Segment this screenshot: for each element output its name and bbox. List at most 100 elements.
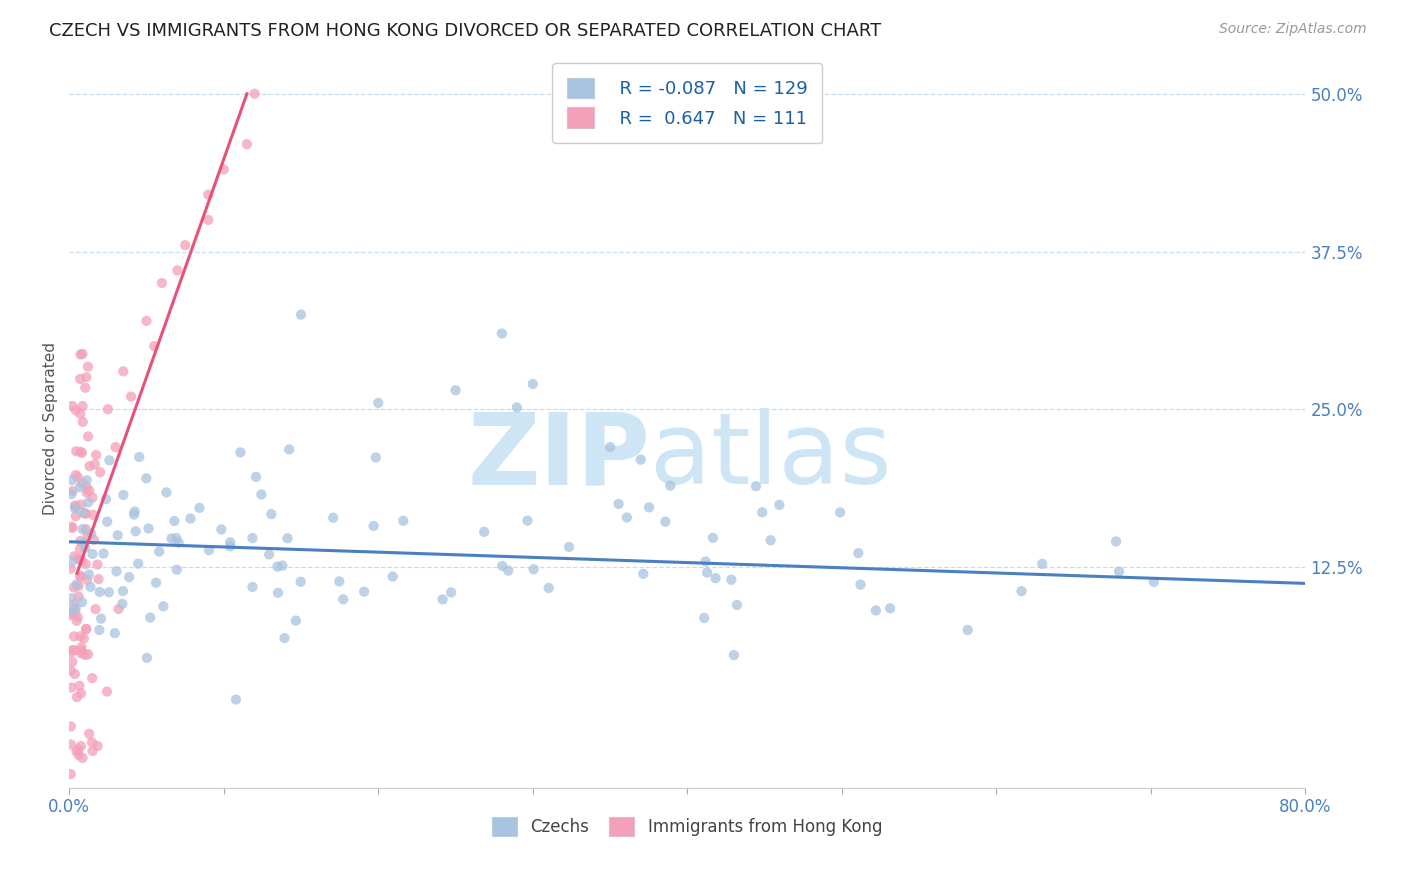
Point xyxy=(725,598,748,612)
Point xyxy=(62,521,84,535)
Point xyxy=(83,533,105,547)
Point xyxy=(150,276,173,290)
Point xyxy=(65,600,87,615)
Point xyxy=(267,586,290,600)
Point xyxy=(65,509,87,524)
Point xyxy=(63,667,86,681)
Point xyxy=(138,521,160,535)
Point xyxy=(219,539,242,553)
Point xyxy=(73,507,96,521)
Point xyxy=(80,735,103,749)
Point xyxy=(67,747,90,762)
Point xyxy=(537,581,560,595)
Point xyxy=(59,607,82,622)
Point xyxy=(66,614,89,628)
Point xyxy=(83,458,105,472)
Point xyxy=(65,604,87,618)
Point xyxy=(243,87,266,101)
Point xyxy=(112,364,135,378)
Point xyxy=(63,501,86,516)
Point xyxy=(89,623,111,637)
Point xyxy=(93,547,115,561)
Point xyxy=(72,522,94,536)
Point xyxy=(139,610,162,624)
Point xyxy=(444,384,467,398)
Point xyxy=(1105,534,1128,549)
Point xyxy=(271,558,294,573)
Point xyxy=(66,470,89,484)
Point xyxy=(654,515,676,529)
Point xyxy=(87,572,110,586)
Point xyxy=(86,558,108,572)
Point xyxy=(73,541,96,555)
Point xyxy=(260,507,283,521)
Point xyxy=(75,622,97,636)
Point xyxy=(704,571,727,585)
Point xyxy=(506,401,529,415)
Point xyxy=(278,442,301,457)
Point xyxy=(62,604,84,618)
Point xyxy=(723,648,745,662)
Point xyxy=(630,452,652,467)
Point xyxy=(127,557,149,571)
Point xyxy=(163,514,186,528)
Point xyxy=(242,580,264,594)
Point xyxy=(516,514,538,528)
Point xyxy=(65,744,87,758)
Point xyxy=(75,557,97,571)
Point xyxy=(290,574,312,589)
Point xyxy=(60,399,83,413)
Point xyxy=(96,684,118,698)
Point xyxy=(66,577,89,591)
Point xyxy=(60,643,83,657)
Text: CZECH VS IMMIGRANTS FROM HONG KONG DIVORCED OR SEPARATED CORRELATION CHART: CZECH VS IMMIGRANTS FROM HONG KONG DIVOR… xyxy=(49,22,882,40)
Point xyxy=(65,444,87,458)
Point xyxy=(59,738,82,752)
Point xyxy=(72,347,94,361)
Point xyxy=(693,611,716,625)
Point xyxy=(67,742,90,756)
Point xyxy=(143,339,166,353)
Point xyxy=(82,671,104,685)
Point xyxy=(60,520,83,534)
Point xyxy=(70,644,93,658)
Point xyxy=(381,569,404,583)
Point xyxy=(212,162,235,177)
Point xyxy=(759,533,782,548)
Point xyxy=(751,505,773,519)
Point xyxy=(124,504,146,518)
Point xyxy=(135,471,157,485)
Point xyxy=(830,505,852,519)
Point xyxy=(76,473,98,487)
Point xyxy=(60,681,83,695)
Point xyxy=(69,480,91,494)
Point xyxy=(179,511,201,525)
Point xyxy=(65,468,87,483)
Point xyxy=(75,622,97,636)
Point xyxy=(720,573,742,587)
Point xyxy=(197,187,219,202)
Text: ZIP: ZIP xyxy=(467,409,650,506)
Point xyxy=(332,592,354,607)
Point xyxy=(66,690,89,704)
Point xyxy=(86,739,108,753)
Point xyxy=(75,480,97,494)
Point xyxy=(118,570,141,584)
Point xyxy=(1011,584,1033,599)
Point xyxy=(79,459,101,474)
Point xyxy=(273,631,295,645)
Point xyxy=(77,727,100,741)
Point xyxy=(229,445,252,459)
Point xyxy=(89,466,111,480)
Point xyxy=(59,607,82,621)
Point xyxy=(94,492,117,507)
Point xyxy=(696,566,718,580)
Point xyxy=(69,551,91,566)
Point xyxy=(60,645,83,659)
Point xyxy=(73,648,96,662)
Point xyxy=(70,476,93,491)
Point xyxy=(160,532,183,546)
Point xyxy=(65,500,87,514)
Point xyxy=(659,478,682,492)
Point xyxy=(135,651,157,665)
